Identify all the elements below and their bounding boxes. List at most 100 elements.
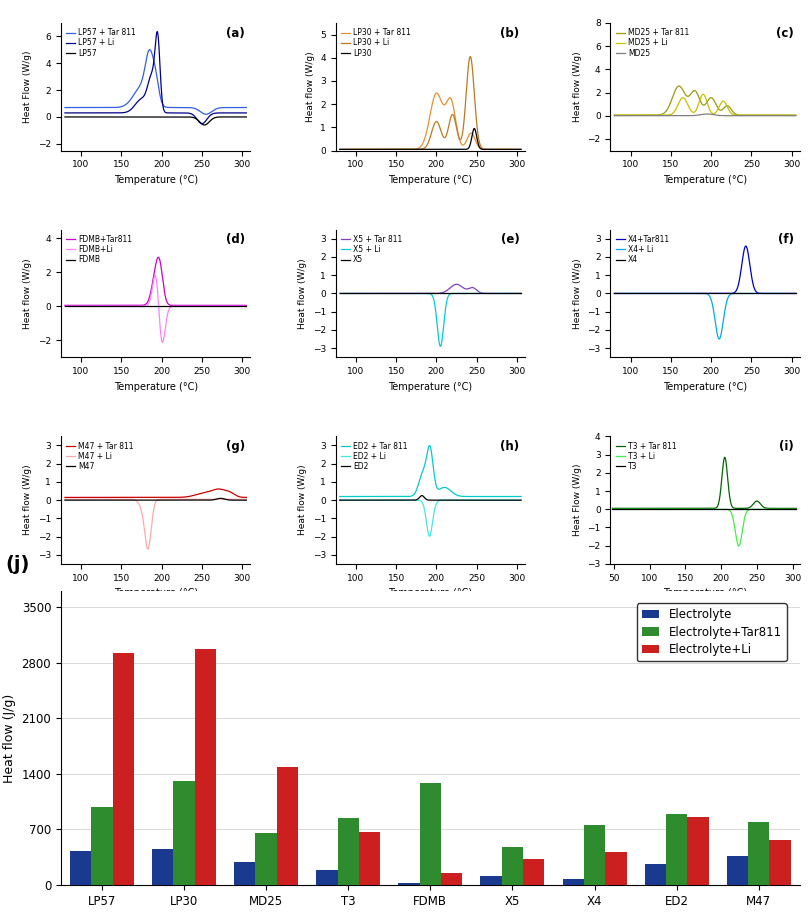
X5 + Li xyxy=(464,288,474,299)
M47 xyxy=(79,494,89,505)
LP30 xyxy=(412,144,422,155)
X4+Tar811 xyxy=(790,288,800,299)
Line: X5 + Tar 811: X5 + Tar 811 xyxy=(339,284,521,293)
Legend: FDMB+Tar811, FDMB+Li, FDMB: FDMB+Tar811, FDMB+Li, FDMB xyxy=(65,234,134,266)
T3 + Li xyxy=(738,518,748,529)
X-axis label: Temperature (°C): Temperature (°C) xyxy=(663,381,746,392)
X4+ Li xyxy=(609,288,619,299)
X5 xyxy=(354,288,364,299)
Line: LP57: LP57 xyxy=(65,117,246,125)
Bar xyxy=(501,846,522,885)
Legend: X4+Tar811, X4+ Li, X4: X4+Tar811, X4+ Li, X4 xyxy=(613,234,671,266)
ED2 xyxy=(417,490,427,501)
LP30 xyxy=(469,123,478,134)
LP30 + Li xyxy=(516,144,526,155)
LP57 + Li xyxy=(79,107,89,118)
LP57 xyxy=(189,112,199,123)
ED2 + Li xyxy=(424,531,434,542)
LP57 + Tar 811 xyxy=(107,102,117,113)
MD25 + Tar 811 xyxy=(629,110,638,121)
T3 + Tar 811 xyxy=(791,503,800,514)
MD25 xyxy=(702,108,711,119)
MD25 + Tar 811 xyxy=(656,109,666,120)
M47 xyxy=(107,494,117,505)
M47 + Tar 811 xyxy=(196,488,206,499)
Legend: ED2 + Tar 811, ED2 + Li, ED2: ED2 + Tar 811, ED2 + Li, ED2 xyxy=(339,440,409,472)
Y-axis label: Heat flow (W/g): Heat flow (W/g) xyxy=(298,465,307,536)
M47 xyxy=(196,494,206,505)
MD25 + Li xyxy=(686,106,696,117)
Bar xyxy=(234,862,255,885)
LP30 + Li xyxy=(471,116,481,127)
M47 + Tar 811 xyxy=(137,492,147,503)
T3 + Tar 811 xyxy=(719,452,728,463)
M47 + Tar 811 xyxy=(79,492,89,503)
T3 + Li xyxy=(733,540,743,551)
T3 + Tar 811 xyxy=(627,503,637,514)
Line: M47 + Tar 811: M47 + Tar 811 xyxy=(65,489,246,497)
Line: X4+ Li: X4+ Li xyxy=(614,293,795,339)
LP30 + Tar 811 xyxy=(354,144,364,155)
Line: LP30 + Li: LP30 + Li xyxy=(339,57,521,149)
FDMB+Tar811 xyxy=(196,300,206,311)
FDMB+Tar811 xyxy=(241,300,251,311)
Line: T3 + Li: T3 + Li xyxy=(611,509,796,546)
FDMB+Li xyxy=(241,301,251,312)
Line: LP57 + Tar 811: LP57 + Tar 811 xyxy=(65,50,246,115)
FDMB+Li xyxy=(197,301,207,312)
ED2 + Tar 811 xyxy=(516,491,526,502)
LP57 + Li xyxy=(196,118,206,129)
X5 + Li xyxy=(412,288,422,299)
M47 + Tar 811 xyxy=(241,492,251,503)
Line: M47 + Li: M47 + Li xyxy=(65,499,246,549)
LP57 xyxy=(137,112,147,123)
X4 xyxy=(745,288,755,299)
M47 + Li xyxy=(189,493,199,504)
T3 + Li xyxy=(745,503,755,514)
M47 + Tar 811 xyxy=(217,484,226,495)
Bar xyxy=(315,870,337,885)
M47 xyxy=(216,492,225,503)
MD25 + Tar 811 xyxy=(673,81,683,92)
MD25 xyxy=(629,110,638,121)
T3 xyxy=(766,503,775,514)
LP30 xyxy=(381,144,391,155)
X5 xyxy=(334,288,344,299)
LP57 + Tar 811 xyxy=(241,102,251,113)
ED2 + Tar 811 xyxy=(412,482,422,493)
LP30 + Li xyxy=(463,57,473,68)
LP57 + Li xyxy=(60,107,70,118)
X4+Tar811 xyxy=(745,269,755,280)
T3 + Tar 811 xyxy=(766,503,775,514)
X5 + Tar 811 xyxy=(516,288,526,299)
ED2 + Li xyxy=(471,494,481,505)
Bar xyxy=(152,849,174,885)
LP57 xyxy=(217,112,226,123)
FDMB+Tar811 xyxy=(189,300,199,311)
Text: (b): (b) xyxy=(500,27,519,39)
Bar xyxy=(195,648,216,885)
Line: MD25: MD25 xyxy=(614,114,795,116)
M47 + Li xyxy=(137,510,147,521)
ED2 + Tar 811 xyxy=(334,491,344,502)
X4+ Li xyxy=(790,288,800,299)
Bar xyxy=(747,823,769,885)
M47 + Li xyxy=(217,493,226,504)
X4+Tar811 xyxy=(740,240,749,251)
Bar xyxy=(277,767,298,885)
M47 xyxy=(189,494,199,505)
T3 + Li xyxy=(791,503,800,514)
Bar xyxy=(174,781,195,885)
T3 + Tar 811 xyxy=(607,503,616,514)
X-axis label: Temperature (°C): Temperature (°C) xyxy=(663,588,746,598)
Bar xyxy=(113,653,134,885)
FDMB xyxy=(79,301,89,312)
X-axis label: Temperature (°C): Temperature (°C) xyxy=(388,381,472,392)
LP57 xyxy=(241,112,251,123)
FDMB xyxy=(241,301,251,312)
Text: (c): (c) xyxy=(775,27,793,39)
T3 xyxy=(627,503,637,514)
Bar xyxy=(358,832,380,885)
MD25 + Tar 811 xyxy=(790,110,800,121)
LP30 + Li xyxy=(354,144,364,155)
